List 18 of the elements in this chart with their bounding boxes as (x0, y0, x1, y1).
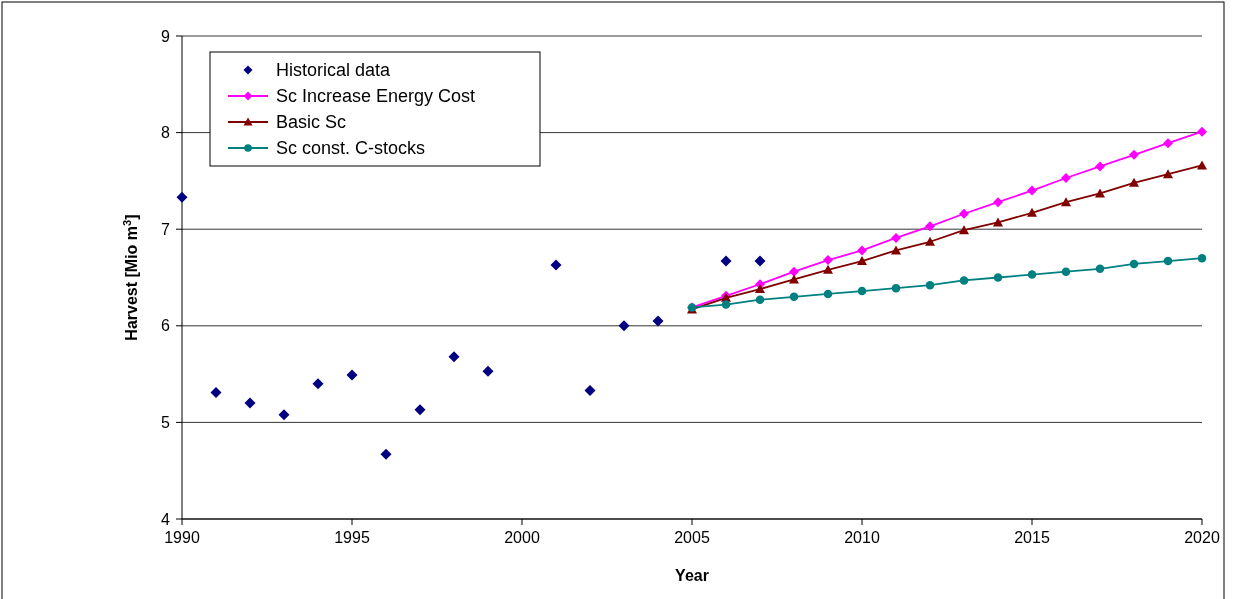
legend-label: Historical data (276, 60, 392, 81)
legend-label: Basic Sc (276, 112, 347, 133)
x-tick-label: 1990 (164, 529, 200, 546)
x-tick-label: 2000 (504, 529, 540, 546)
x-tick-label: 2015 (1014, 529, 1050, 546)
y-tick-label: 5 (161, 414, 171, 431)
y-tick-label: 4 (161, 510, 171, 528)
y-tick-label: 9 (161, 27, 171, 45)
legend-label: Sc const. C-stocks (276, 138, 426, 159)
legend-label: Sc Increase Energy Cost (276, 86, 476, 107)
y-tick-label: 7 (161, 220, 171, 238)
y-tick-label: 6 (161, 317, 171, 335)
y-tick-label: 8 (161, 124, 171, 142)
x-tick-label: 1995 (334, 529, 370, 546)
x-axis-title: Year (675, 567, 709, 584)
x-tick-label: 2010 (844, 529, 880, 546)
x-tick-label: 2005 (674, 529, 710, 546)
x-tick-label: 2020 (1184, 529, 1220, 546)
